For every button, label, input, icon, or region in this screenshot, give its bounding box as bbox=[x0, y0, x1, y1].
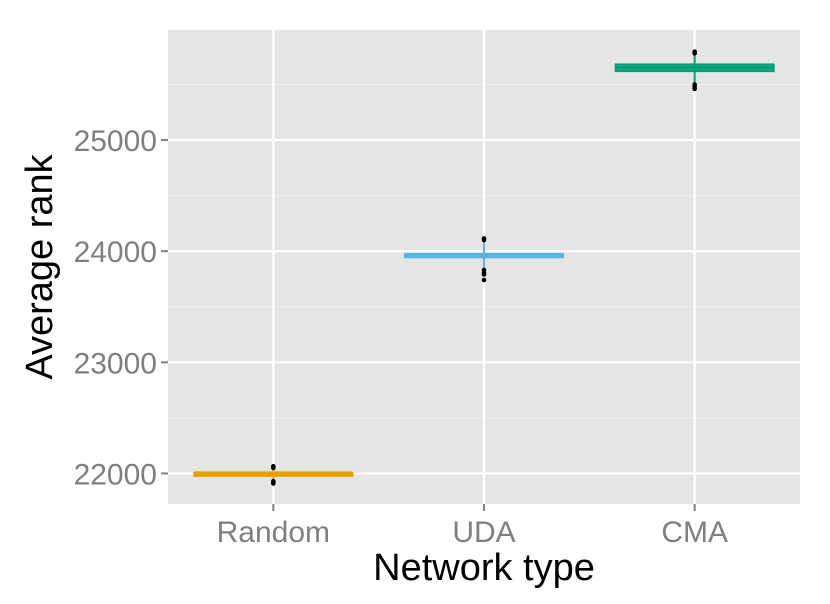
x-axis-ticks: Random UDA CMA bbox=[217, 504, 728, 549]
y-axis-title: Average rank bbox=[19, 153, 61, 379]
data-point bbox=[271, 481, 276, 486]
x-tick-label: UDA bbox=[452, 516, 515, 549]
data-point bbox=[692, 51, 697, 56]
y-tick-label: 24000 bbox=[74, 236, 157, 269]
box-series bbox=[193, 49, 775, 486]
data-point bbox=[481, 277, 487, 283]
x-axis-title: Network type bbox=[373, 547, 595, 589]
data-point bbox=[481, 237, 487, 243]
data-point bbox=[692, 86, 697, 92]
y-tick-label: 25000 bbox=[74, 125, 157, 158]
box-random bbox=[193, 463, 354, 486]
y-tick-label: 22000 bbox=[74, 458, 157, 491]
data-point bbox=[481, 272, 487, 277]
data-point bbox=[271, 465, 276, 471]
y-tick-label: 23000 bbox=[74, 347, 157, 380]
x-tick-label: Random bbox=[217, 516, 330, 549]
box-uda bbox=[404, 236, 564, 283]
x-tick-label: CMA bbox=[661, 516, 728, 549]
y-axis-ticks: 22000 23000 24000 25000 bbox=[74, 125, 168, 491]
box-cma bbox=[614, 49, 775, 92]
